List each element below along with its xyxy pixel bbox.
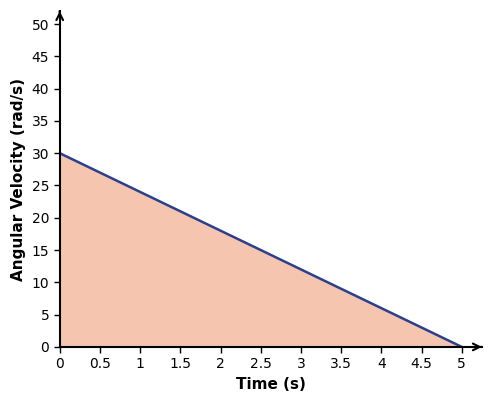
- Y-axis label: Angular Velocity (rad/s): Angular Velocity (rad/s): [11, 77, 26, 280]
- X-axis label: Time (s): Time (s): [236, 377, 306, 392]
